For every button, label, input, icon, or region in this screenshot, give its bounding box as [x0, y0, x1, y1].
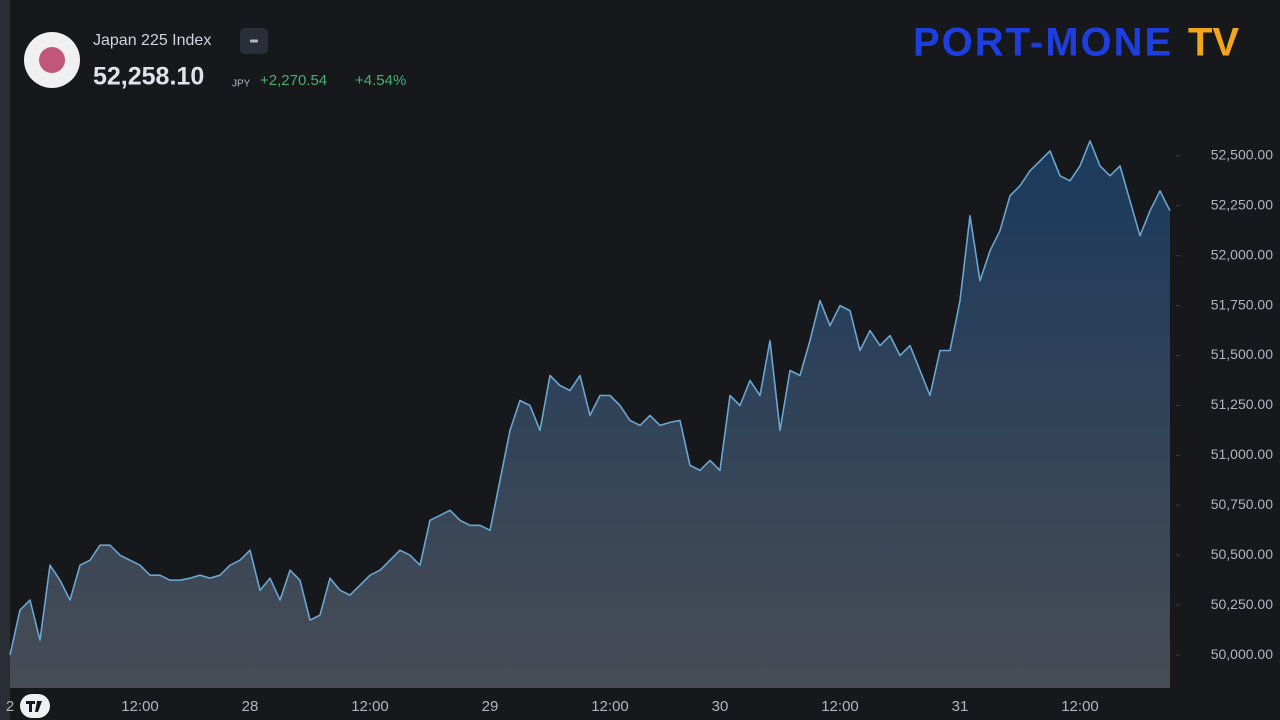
x-tick-label: 31 — [952, 698, 969, 715]
y-tick-label: 52,000.00 — [1211, 246, 1273, 262]
flag-dot — [39, 47, 65, 73]
currency: JPY — [232, 79, 251, 90]
y-tick-label: 50,750.00 — [1211, 496, 1273, 512]
x-tick-label: 29 — [482, 698, 499, 715]
plot-area: 50,000.00 50,250.00 50,500.00 50,750.00 51,0… — [6, 140, 1273, 715]
symbol-name: Japan 225 Index — [93, 32, 211, 49]
y-tick-label: 52,500.00 — [1211, 147, 1273, 163]
price-line — [9, 140, 1171, 656]
price: 52,258.10 — [93, 63, 204, 91]
y-tick-label: 51,000.00 — [1211, 446, 1273, 462]
y-tick-label: 52,250.00 — [1211, 196, 1273, 212]
left-border — [0, 0, 10, 720]
tv-badge[interactable] — [20, 694, 50, 718]
x-tick-label: 12:00 — [821, 698, 859, 715]
change: +2,270.54 — [260, 72, 327, 89]
change-percent: +4.54% — [355, 72, 406, 89]
y-tick-label: 50,250.00 — [1211, 596, 1273, 612]
collapse-icon — [250, 39, 258, 43]
x-tick-label: 2 — [6, 698, 14, 715]
x-tick-label: 12:00 — [591, 698, 629, 715]
y-tick-label: 50,000.00 — [1211, 646, 1273, 662]
area-fill — [10, 140, 1170, 688]
y-tick-label: 51,500.00 — [1211, 346, 1273, 362]
y-tick-label: 51,250.00 — [1211, 396, 1273, 412]
y-tick-label: 51,750.00 — [1211, 296, 1273, 312]
logo-suffix: TV — [1188, 21, 1239, 65]
x-tick-label: 12:00 — [351, 698, 389, 715]
x-tick-label: 30 — [712, 698, 729, 715]
tv-badge-icon — [26, 701, 42, 712]
x-tick-label: 28 — [242, 698, 259, 715]
x-tick-label: 12:00 — [121, 698, 159, 715]
y-tick-label: 50,500.00 — [1211, 546, 1273, 562]
logo-name: PORT-MONE — [913, 21, 1173, 65]
x-tick-label: 12:00 — [1061, 698, 1099, 715]
